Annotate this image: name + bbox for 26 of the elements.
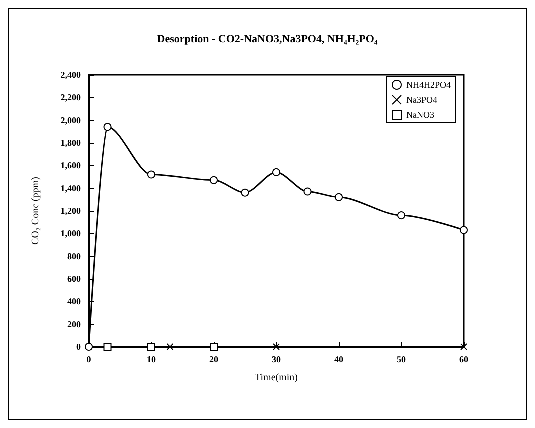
y-tick-label: 2,200 xyxy=(60,92,82,103)
y-tick-label: 200 xyxy=(68,319,82,330)
legend-label: NaNO3 xyxy=(406,110,435,120)
y-tick-label: 1,600 xyxy=(60,160,82,171)
x-tick-label: 20 xyxy=(210,354,219,364)
y-axis-title: CO₂ Conc (ppm) xyxy=(30,177,42,245)
y-tick-label: 1,000 xyxy=(60,228,82,239)
chart-title: Desorption - CO2-NaNO3,Na3PO4, NH₄H₂PO₄ xyxy=(157,34,378,46)
x-axis-title: Time(min) xyxy=(255,372,298,384)
y-tick-label: 1,400 xyxy=(60,183,82,194)
y-tick-label: 2,400 xyxy=(60,70,82,80)
x-tick-label: 0 xyxy=(86,354,92,364)
y-tick-label: 1,200 xyxy=(60,206,82,216)
x-tick-label: 40 xyxy=(334,354,344,364)
x-tick-label: 10 xyxy=(147,354,156,364)
legend-label: NH4H2PO4 xyxy=(406,80,452,90)
x-tick-label: 50 xyxy=(397,354,406,364)
y-tick-label: 800 xyxy=(68,251,82,262)
x-tick-label: 60 xyxy=(460,354,469,364)
y-tick-label: 400 xyxy=(68,296,82,307)
y-tick-label: 600 xyxy=(68,274,82,284)
legend-label: Na3PO4 xyxy=(406,95,438,105)
y-tick-label: 2,000 xyxy=(60,115,82,126)
y-tick-label: 0 xyxy=(76,342,82,352)
x-tick-label: 30 xyxy=(272,354,282,364)
y-tick-label: 1,800 xyxy=(60,138,82,148)
